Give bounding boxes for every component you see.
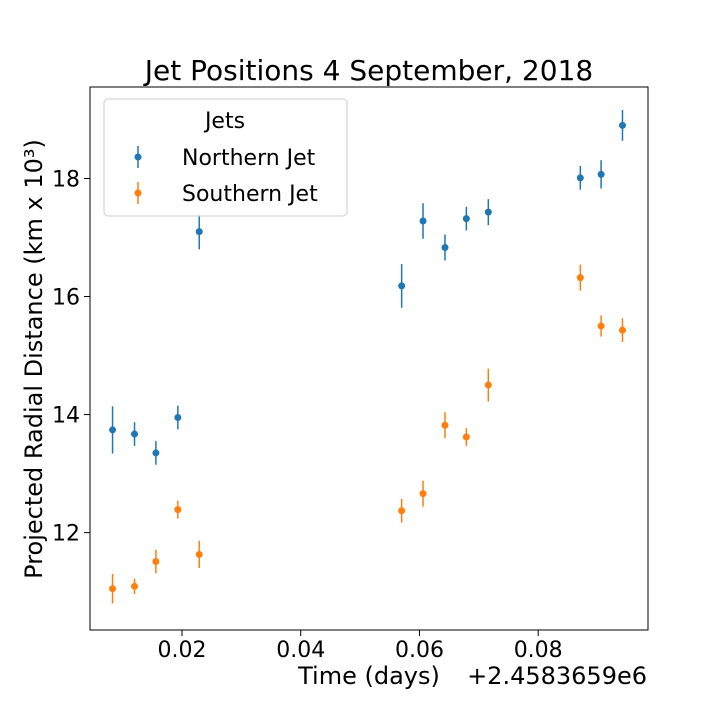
legend-marker [134,189,142,197]
data-point [131,430,139,438]
y-axis: 12 14 16 18 [52,167,90,547]
y-tick-label: 16 [52,286,80,311]
data-point [109,585,117,593]
data-point [398,282,406,290]
x-offset-label: +2.4583659e6 [467,662,647,690]
legend: Jets Northern Jet Southern Jet [103,98,348,217]
legend-title: Jets [203,109,245,134]
y-tick-label: 12 [52,522,80,547]
series-layer [109,110,626,604]
series-southern-jet [109,264,626,604]
x-tick-label: 0.02 [158,638,207,663]
data-point [484,208,492,216]
chart-title: Jet Positions 4 September, 2018 [143,54,593,87]
data-point [152,558,160,566]
data-point [174,506,182,514]
series-northern-jet [109,110,626,465]
x-tick-label: 0.04 [276,638,325,663]
data-point [195,228,203,236]
legend-entries: Northern Jet Southern Jet [134,146,318,207]
data-point [618,326,626,334]
plot-area [89,86,649,631]
x-axis-label: Time (days) [297,662,440,690]
data-point [484,381,492,389]
data-point [131,582,139,590]
x-axis: 0.02 0.04 0.06 0.08 [158,630,563,663]
data-point [597,322,605,330]
x-tick-label: 0.06 [395,638,444,663]
x-tick-label: 0.08 [514,638,563,663]
y-axis-label: Projected Radial Distance (km x 10³) [20,139,48,579]
data-point [576,174,584,182]
data-point [462,433,470,441]
legend-label: Northern Jet [182,146,316,171]
data-point [419,217,427,225]
legend-label: Southern Jet [182,182,318,207]
data-point [174,414,182,422]
legend-box [103,98,348,217]
legend-marker [134,153,142,161]
data-point [152,449,160,457]
data-point [441,421,449,429]
data-point [195,550,203,558]
data-point [109,426,117,434]
data-point [576,274,584,282]
data-point [419,490,427,498]
data-point [462,215,470,223]
data-point [441,244,449,252]
data-point [618,121,626,129]
plot-frame [89,86,649,631]
y-tick-label: 14 [52,404,80,429]
y-tick-label: 18 [52,167,80,192]
data-point [398,507,406,515]
data-point [597,170,605,178]
